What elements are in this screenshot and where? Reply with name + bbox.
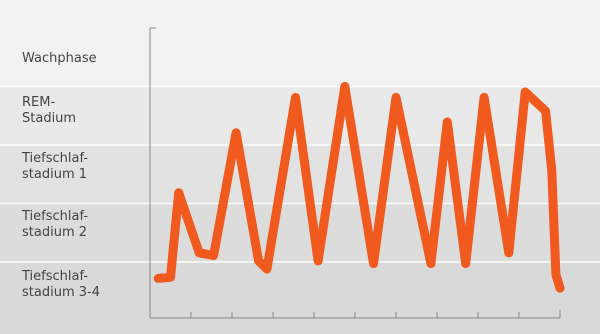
- series-layer: [153, 82, 565, 293]
- y-axis-labels: Wachphase REM-Stadium Tiefschlaf-stadium 1…: [21, 51, 100, 300]
- y-label-3: Tiefschlaf-stadium 1: [21, 151, 88, 182]
- axes: [149, 27, 561, 319]
- y-label-1-line-1: Wachphase: [22, 51, 97, 66]
- band-5: [0, 262, 600, 334]
- y-label-3-line-2: stadium 1: [22, 167, 87, 182]
- y-label-4-line-2: stadium 2: [22, 225, 87, 240]
- y-label-5: Tiefschlaf-stadium 3-4: [21, 269, 100, 300]
- y-label-4-line-1: Tiefschlaf-: [21, 209, 88, 224]
- band-1: [0, 0, 600, 87]
- y-label-4: Tiefschlaf-stadium 2: [21, 209, 88, 240]
- y-label-5-line-1: Tiefschlaf-: [21, 269, 88, 284]
- y-label-2: REM-Stadium: [22, 95, 76, 126]
- y-label-1: Wachphase: [22, 51, 97, 66]
- y-label-3-line-1: Tiefschlaf-: [21, 151, 88, 166]
- y-label-2-line-1: REM-: [22, 95, 55, 110]
- y-label-2-line-2: Stadium: [22, 111, 76, 126]
- y-label-5-line-2: stadium 3-4: [22, 285, 100, 300]
